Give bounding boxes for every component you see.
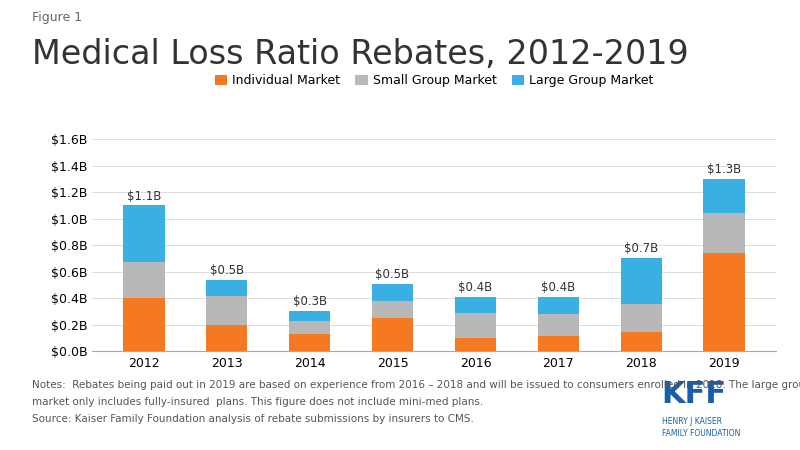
Bar bbox=[372, 301, 414, 318]
Bar bbox=[454, 297, 496, 313]
Bar bbox=[206, 324, 247, 351]
Text: HENRY J KAISER
FAMILY FOUNDATION: HENRY J KAISER FAMILY FOUNDATION bbox=[662, 417, 740, 437]
Bar bbox=[123, 205, 165, 262]
Bar bbox=[621, 333, 662, 351]
Text: $1.3B: $1.3B bbox=[707, 163, 742, 176]
Bar bbox=[703, 253, 745, 351]
Bar bbox=[123, 262, 165, 298]
Text: $1.1B: $1.1B bbox=[126, 189, 161, 202]
Text: Source: Kaiser Family Foundation analysis of rebate submissions by insurers to C: Source: Kaiser Family Foundation analysi… bbox=[32, 414, 474, 424]
Bar bbox=[454, 338, 496, 351]
Text: KFF: KFF bbox=[662, 380, 726, 409]
Bar bbox=[621, 258, 662, 304]
Bar bbox=[538, 314, 579, 337]
Bar bbox=[621, 304, 662, 333]
Legend: Individual Market, Small Group Market, Large Group Market: Individual Market, Small Group Market, L… bbox=[210, 69, 658, 92]
Bar bbox=[454, 313, 496, 338]
Bar bbox=[289, 334, 330, 351]
Bar bbox=[123, 298, 165, 351]
Text: $0.3B: $0.3B bbox=[293, 295, 326, 308]
Bar bbox=[289, 320, 330, 334]
Bar bbox=[703, 213, 745, 253]
Bar bbox=[538, 337, 579, 351]
Bar bbox=[538, 297, 579, 314]
Bar bbox=[206, 280, 247, 296]
Bar bbox=[206, 296, 247, 324]
Text: $0.7B: $0.7B bbox=[624, 243, 658, 256]
Text: Medical Loss Ratio Rebates, 2012-2019: Medical Loss Ratio Rebates, 2012-2019 bbox=[32, 38, 689, 71]
Text: $0.5B: $0.5B bbox=[210, 264, 244, 277]
Bar bbox=[372, 284, 414, 301]
Text: Figure 1: Figure 1 bbox=[32, 11, 82, 24]
Text: $0.4B: $0.4B bbox=[458, 282, 493, 294]
Bar bbox=[289, 311, 330, 320]
Bar bbox=[703, 179, 745, 213]
Text: Notes:  Rebates being paid out in 2019 are based on experience from 2016 – 2018 : Notes: Rebates being paid out in 2019 ar… bbox=[32, 380, 800, 390]
Text: $0.4B: $0.4B bbox=[542, 282, 575, 294]
Bar bbox=[372, 318, 414, 351]
Text: market only includes fully-insured  plans. This figure does not include mini-med: market only includes fully-insured plans… bbox=[32, 397, 483, 407]
Text: $0.5B: $0.5B bbox=[375, 268, 410, 281]
